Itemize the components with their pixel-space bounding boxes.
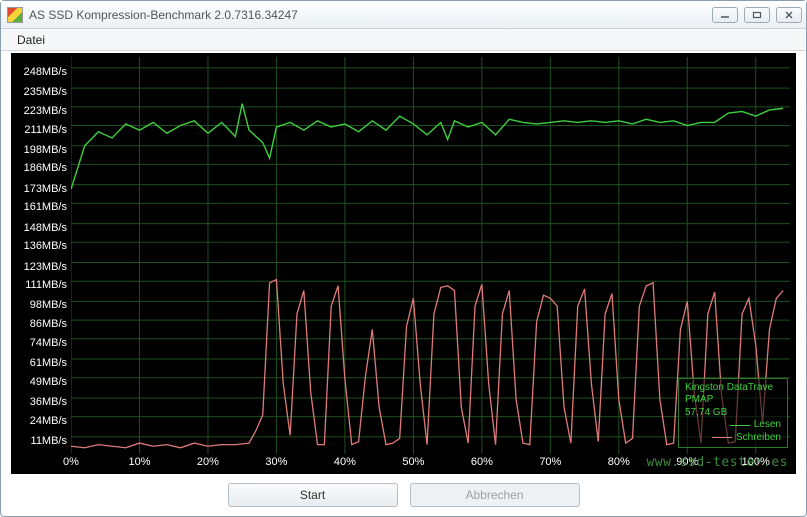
titlebar: AS SSD Kompression-Benchmark 2.0.7316.34… <box>1 1 806 29</box>
legend-device-line2: PMAP <box>685 394 781 407</box>
legend-write-label: Schreiben <box>736 432 781 445</box>
start-button[interactable]: Start <box>228 483 398 507</box>
legend-capacity: 57,74 GB <box>685 407 781 420</box>
app-icon <box>7 7 23 23</box>
chart: 11MB/s24MB/s36MB/s49MB/s61MB/s74MB/s86MB… <box>11 53 796 474</box>
close-button[interactable] <box>776 7 802 23</box>
minimize-icon <box>720 11 730 19</box>
legend-write-swatch <box>712 437 732 438</box>
menubar: Datei <box>1 29 806 51</box>
maximize-icon <box>752 11 762 19</box>
close-icon <box>784 11 794 19</box>
minimize-button[interactable] <box>712 7 738 23</box>
legend-box: Kingston DataTrave PMAP 57,74 GB Lesen S… <box>678 378 788 449</box>
legend-write-row: Schreiben <box>685 432 781 445</box>
watermark: www.ssd-tester.es <box>646 455 788 470</box>
window-controls <box>712 7 802 23</box>
legend-read-swatch <box>730 425 750 426</box>
cancel-button[interactable]: Abbrechen <box>410 483 580 507</box>
maximize-button[interactable] <box>744 7 770 23</box>
legend-read-row: Lesen <box>685 419 781 432</box>
button-row: Start Abbrechen <box>1 480 806 510</box>
app-window: AS SSD Kompression-Benchmark 2.0.7316.34… <box>0 0 807 517</box>
y-axis-labels: 11MB/s24MB/s36MB/s49MB/s61MB/s74MB/s86MB… <box>11 57 71 454</box>
legend-read-label: Lesen <box>754 419 781 432</box>
window-title: AS SSD Kompression-Benchmark 2.0.7316.34… <box>29 8 712 22</box>
legend-device-line1: Kingston DataTrave <box>685 382 781 395</box>
menu-file[interactable]: Datei <box>9 31 53 49</box>
content-area: 11MB/s24MB/s36MB/s49MB/s61MB/s74MB/s86MB… <box>1 51 806 516</box>
